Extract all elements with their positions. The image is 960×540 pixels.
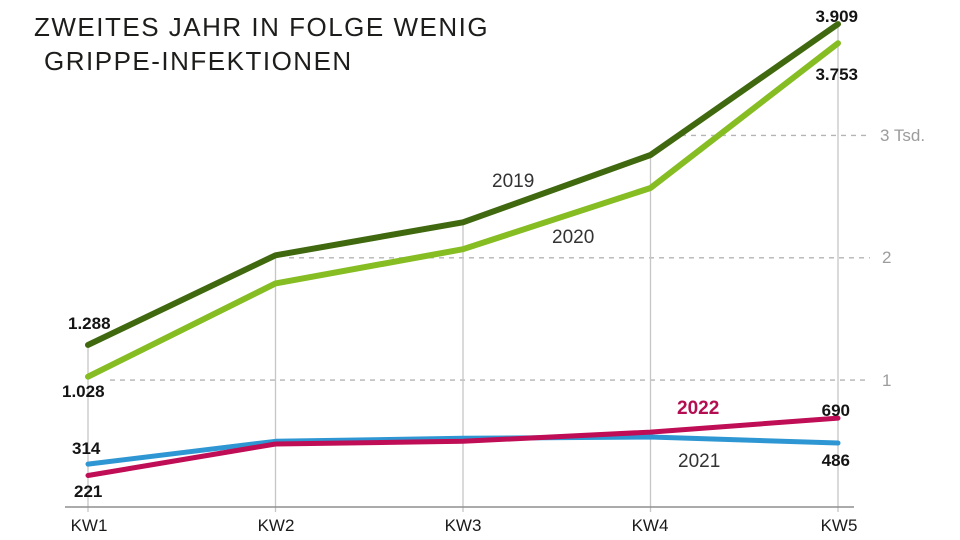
series-label-2019: 2019 [492,171,535,192]
value-label-2022-kw5: 690 [821,401,850,420]
line-2019 [85,21,841,348]
line-2022 [85,415,841,478]
chart-title-line1: ZWEITES JAHR IN FOLGE WENIG [34,12,490,42]
series-label-2021: 2021 [678,451,721,472]
y-tick-3tsd: 3 Tsd. [880,126,926,145]
value-label-2020-kw1: 1.028 [62,382,105,401]
x-tick-kw3: KW3 [444,516,482,535]
x-tick-kw5: KW5 [820,516,858,535]
value-label-2021-kw1: 314 [72,439,101,458]
series-label-2022: 2022 [677,398,720,419]
line-2021 [85,434,841,467]
y-tick-1: 1 [882,371,892,390]
value-label-2020-kw5: 3.753 [815,65,858,84]
chart-title-line2: GRIPPE-INFEKTIONEN [44,46,353,76]
value-label-2019-kw5: 3.909 [815,7,858,26]
x-tick-kw1: KW1 [70,516,108,535]
chart-title: ZWEITES JAHR IN FOLGE WENIG GRIPPE-INFEK… [34,10,489,78]
series-label-2020: 2020 [552,227,595,248]
x-tick-kw2: KW2 [257,516,295,535]
value-label-2022-kw1: 221 [74,482,103,501]
x-tick-kw4: KW4 [631,516,669,535]
y-tick-2: 2 [882,248,892,267]
value-label-2019-kw1: 1.288 [68,314,111,333]
line-2020 [85,40,841,380]
value-label-2021-kw5: 486 [821,451,850,470]
